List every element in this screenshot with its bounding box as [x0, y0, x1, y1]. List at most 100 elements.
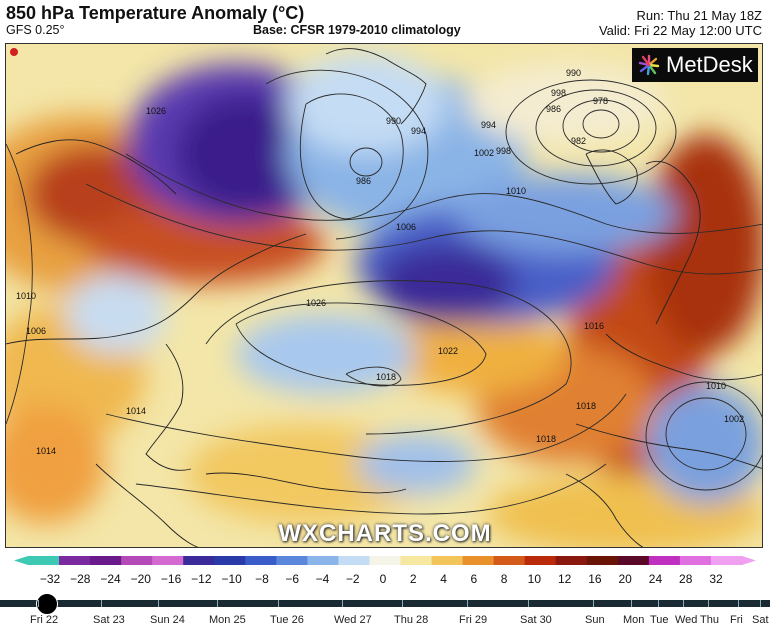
colorbar-tick-label: 28 [679, 572, 693, 586]
colorbar-swatch [90, 556, 122, 565]
timeline[interactable]: Fri 22 Sat 23 Sun 24 Mon 25 Tue 26 Wed 27 Thu … [0, 592, 770, 630]
colorbar-swatch [338, 556, 371, 565]
timeline-day-label[interactable]: Wed 27 [334, 614, 372, 626]
colorbar-tick-label: 0 [380, 572, 387, 586]
colorbar-swatch [431, 556, 464, 565]
svg-text:998: 998 [496, 146, 511, 156]
timeline-day-label[interactable]: Tue 26 [270, 614, 304, 626]
metdesk-logo-text: MetDesk [666, 52, 753, 77]
svg-text:1002: 1002 [724, 414, 744, 424]
chart-header: 850 hPa Temperature Anomaly (°C) GFS 0.2… [0, 0, 770, 42]
svg-text:1006: 1006 [26, 326, 46, 336]
colorbar-swatch [555, 556, 588, 565]
timeline-day-label[interactable]: Fri 22 [30, 614, 59, 626]
colorbar-tick-label: 10 [528, 572, 542, 586]
anomaly-map[interactable]: 990 998 978 986 982 998 994 994 990 986 … [5, 43, 763, 548]
svg-text:994: 994 [411, 126, 426, 136]
colorbar-swatch [648, 556, 681, 565]
timeline-day-label[interactable]: Fri 29 [459, 614, 488, 626]
colorbar-tick-label: −8 [255, 572, 269, 586]
colorbar-swatch [28, 556, 60, 565]
model-label: GFS 0.25° [6, 23, 65, 37]
colorbar-tick-label: −20 [131, 572, 152, 586]
colorbar-swatch [152, 556, 184, 565]
timeline-day-label[interactable]: Sat [752, 614, 769, 626]
colorbar-tick-label: −28 [70, 572, 91, 586]
chart-title: 850 hPa Temperature Anomaly (°C) [6, 3, 305, 23]
timeline-tick [158, 600, 159, 607]
timeline-day-label[interactable]: Wed [675, 614, 698, 626]
timeline-day-label[interactable]: Fri [730, 614, 743, 626]
svg-text:1018: 1018 [536, 434, 556, 444]
timeline-tick [708, 600, 709, 607]
timeline-track[interactable] [0, 600, 770, 607]
timeline-day-label[interactable]: Thu 28 [394, 614, 429, 626]
metdesk-logo-icon [638, 54, 660, 76]
colorbar-tick-label: 32 [709, 572, 723, 586]
colorbar-tick-label: 8 [501, 572, 508, 586]
colorbar-tick-label: −10 [221, 572, 242, 586]
colorbar-swatch [524, 556, 557, 565]
svg-text:1014: 1014 [126, 406, 146, 416]
colorbar-tick-label: −32 [40, 572, 61, 586]
colorbar-swatch [586, 556, 619, 565]
svg-text:990: 990 [566, 68, 581, 78]
timeline-day-label[interactable]: Sat 23 [93, 614, 125, 626]
colorbar-tick-label: −4 [316, 572, 330, 586]
colorbar-swatch [183, 556, 215, 565]
svg-text:1010: 1010 [506, 186, 526, 196]
svg-text:1026: 1026 [306, 298, 326, 308]
colorbar-max-arrow [742, 556, 756, 565]
timeline-tick [658, 600, 659, 607]
map-canvas: 990 998 978 986 982 998 994 994 990 986 … [6, 44, 762, 547]
wxcharts-watermark: WXCHARTS.COM [278, 520, 492, 547]
timeline-day-label[interactable]: Mon [623, 614, 645, 626]
timeline-day-label[interactable]: Thu [700, 614, 719, 626]
svg-text:982: 982 [571, 136, 586, 146]
timeline-thumb[interactable] [36, 593, 58, 615]
colorbar-tick-label: 16 [588, 572, 602, 586]
isobars [6, 69, 762, 515]
timeline-tick [467, 600, 468, 607]
svg-text:1026: 1026 [146, 106, 166, 116]
svg-text:986: 986 [356, 176, 371, 186]
svg-text:1002: 1002 [474, 148, 494, 158]
timeline-tick [38, 600, 39, 607]
timeline-day-label[interactable]: Sat 30 [520, 614, 552, 626]
coastlines [6, 48, 762, 547]
timeline-tick [528, 600, 529, 607]
timeline-tick [631, 600, 632, 607]
timeline-day-label[interactable]: Tue [650, 614, 669, 626]
colorbar-swatch [307, 556, 340, 565]
svg-text:986: 986 [546, 104, 561, 114]
colorbar-swatch [462, 556, 495, 565]
colorbar-swatch [121, 556, 153, 565]
colorbar-tick-label: 20 [619, 572, 633, 586]
timeline-tick [738, 600, 739, 607]
timeline-tick [402, 600, 403, 607]
colorbar-swatch [493, 556, 526, 565]
colorbar-swatch [400, 556, 433, 565]
colorbar-tick-label: 24 [649, 572, 663, 586]
colorbar-swatch [617, 556, 650, 565]
svg-text:1018: 1018 [376, 372, 396, 382]
colorbar-tick-label: −6 [285, 572, 299, 586]
svg-text:1014: 1014 [36, 446, 56, 456]
svg-text:1018: 1018 [576, 401, 596, 411]
colorbar-tick-label: −24 [100, 572, 121, 586]
colorbar-min-arrow [14, 556, 28, 565]
timeline-day-label[interactable]: Sun 24 [150, 614, 185, 626]
timeline-day-label[interactable]: Sun [585, 614, 605, 626]
timeline-tick [217, 600, 218, 607]
colorbar-tick-label: 2 [410, 572, 417, 586]
timeline-day-label[interactable]: Mon 25 [209, 614, 246, 626]
timeline-tick [683, 600, 684, 607]
run-time: Run: Thu 21 May 18Z [636, 8, 763, 23]
colorbar-tick-label: −12 [191, 572, 212, 586]
svg-text:990: 990 [386, 116, 401, 126]
metdesk-logo: MetDesk [632, 48, 758, 82]
colorbar-swatch [679, 556, 712, 565]
isobar-labels: 990 998 978 986 982 998 994 994 990 986 … [16, 68, 744, 456]
colorbar-swatch [710, 556, 743, 565]
timeline-tick [342, 600, 343, 607]
